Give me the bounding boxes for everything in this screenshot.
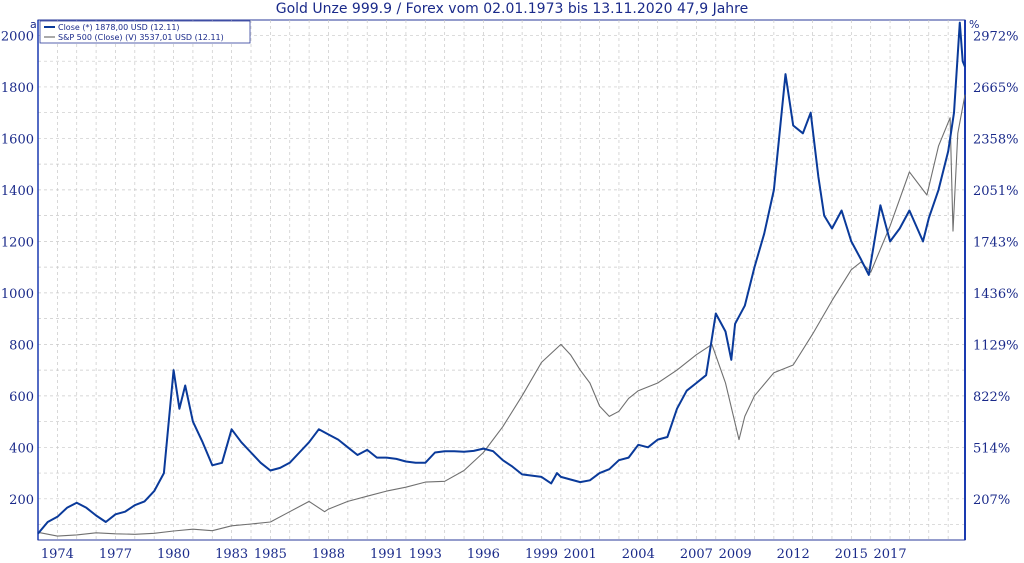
y-left-tick-label: 1600: [1, 132, 34, 147]
right-axis-unit: %: [969, 18, 979, 31]
y-left-tick-label: 400: [9, 441, 34, 456]
y-left-tick-label: 2000: [1, 29, 34, 44]
x-tick-label: 1993: [409, 547, 442, 562]
plot-area: [37, 19, 966, 541]
legend-entry-sp500: S&P 500 (Close) (V) 3537,01 USD (12.11): [58, 33, 224, 42]
grid-lines: [38, 20, 965, 540]
x-tick-label: 2017: [874, 547, 907, 562]
y-right-tick-label: 1436%: [973, 287, 1018, 302]
left-axis-unit: a: [30, 18, 37, 31]
series-line-sp500: [37, 94, 966, 537]
x-tick-label: 1991: [370, 547, 403, 562]
x-tick-label: 2009: [719, 547, 752, 562]
x-tick-label: 1980: [157, 547, 190, 562]
y-left-tick-label: 800: [9, 338, 34, 353]
legend: Close (*) 1878,00 USD (12.11) S&P 500 (C…: [39, 20, 251, 44]
x-tick-label: 1988: [312, 547, 345, 562]
series-layer: [37, 21, 966, 537]
y-right-tick-labels: 207% 514% 822% 1129% 1436% 1743% 2051% 2358% 266…: [973, 29, 1018, 507]
y-right-tick-label: 1743%: [973, 235, 1018, 250]
legend-entry-gold: Close (*) 1878,00 USD (12.11): [58, 23, 180, 32]
x-tick-label: 1974: [41, 547, 74, 562]
x-tick-label: 2004: [622, 547, 655, 562]
y-right-tick-label: 2665%: [973, 81, 1018, 96]
y-left-tick-labels: 200 400 600 800 1000 1200 1400 1600 1800 2000: [1, 29, 34, 507]
x-tick-label: 1977: [99, 547, 132, 562]
chart-title: Gold Unze 999.9 / Forex vom 02.01.1973 b…: [276, 1, 748, 17]
x-tick-label: 1999: [525, 547, 558, 562]
y-right-tick-label: 1129%: [973, 338, 1018, 353]
y-right-tick-label: 207%: [973, 493, 1010, 508]
y-left-tick-label: 1800: [1, 81, 34, 96]
x-tick-label: 2007: [680, 547, 713, 562]
x-tick-label: 2015: [835, 547, 868, 562]
x-tick-label: 1985: [254, 547, 287, 562]
y-left-tick-label: 1200: [1, 235, 34, 250]
y-right-tick-label: 2358%: [973, 132, 1018, 147]
y-left-tick-label: 1000: [1, 287, 34, 302]
y-left-tick-label: 1400: [1, 184, 34, 199]
x-tick-labels: 1974 1977 1980 1983 1985 1988 1991 1993 1996 1999…: [41, 547, 907, 562]
x-tick-label: 1983: [215, 547, 248, 562]
y-right-tick-label: 822%: [973, 390, 1010, 405]
y-left-tick-label: 200: [9, 493, 34, 508]
y-right-tick-label: 514%: [973, 441, 1010, 456]
series-line-gold: [37, 21, 966, 535]
x-tick-label: 2001: [564, 547, 597, 562]
x-tick-label: 1996: [467, 547, 500, 562]
y-left-tick-label: 600: [9, 390, 34, 405]
y-right-tick-label: 2972%: [973, 29, 1018, 44]
x-tick-label: 2012: [777, 547, 810, 562]
y-right-tick-label: 2051%: [973, 184, 1018, 199]
